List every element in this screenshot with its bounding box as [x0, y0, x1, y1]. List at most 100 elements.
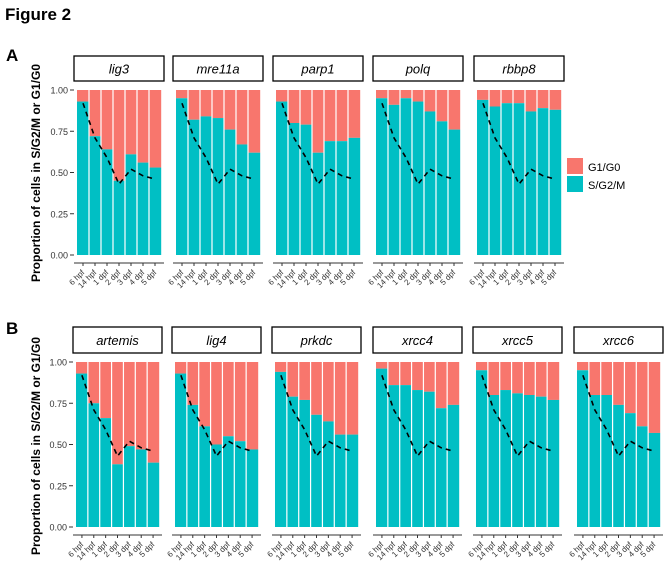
bar-sg2m — [424, 111, 437, 255]
facet-strip — [172, 55, 264, 82]
facet-strip — [171, 326, 262, 354]
bar-sg2m — [547, 399, 560, 527]
bar-g1g0 — [248, 90, 261, 153]
bar-g1g0 — [476, 362, 489, 371]
bar-g1g0 — [424, 90, 437, 112]
bar-g1g0 — [577, 362, 590, 371]
bar-g1g0 — [175, 362, 188, 374]
bar-g1g0 — [76, 362, 89, 374]
bar-sg2m — [288, 123, 301, 255]
bar-sg2m — [322, 421, 335, 527]
bar-sg2m — [501, 103, 514, 255]
bar-g1g0 — [336, 90, 349, 142]
bar-sg2m — [588, 395, 601, 527]
bar-sg2m — [198, 426, 211, 527]
y-tick-label: 0.50 — [50, 168, 68, 178]
bar-g1g0 — [535, 362, 548, 397]
bar-g1g0 — [447, 362, 460, 405]
y-tick-label: 1.00 — [49, 358, 67, 368]
bar-g1g0 — [423, 362, 436, 392]
bar-g1g0 — [588, 362, 601, 395]
bar-g1g0 — [149, 90, 162, 168]
panel-label-a: A — [6, 46, 18, 65]
bar-sg2m — [99, 418, 112, 527]
bar-g1g0 — [388, 90, 401, 105]
bar-g1g0 — [224, 90, 237, 130]
bar-g1g0 — [376, 362, 389, 369]
facet-title: polq — [405, 62, 431, 77]
bar-sg2m — [447, 404, 460, 527]
bar-g1g0 — [135, 362, 148, 450]
bar-sg2m — [113, 180, 126, 255]
bar-sg2m — [298, 399, 311, 527]
bar-g1g0 — [147, 362, 160, 463]
bar-sg2m — [188, 119, 201, 255]
bar-g1g0 — [334, 362, 347, 435]
bar-g1g0 — [137, 90, 150, 163]
bar-sg2m — [123, 446, 136, 527]
bar-g1g0 — [186, 362, 199, 405]
facet-strip — [472, 326, 563, 354]
facet-title: parp1 — [300, 62, 334, 77]
y-tick-label: 0.75 — [50, 127, 68, 137]
y-tick-label: 0.75 — [49, 399, 67, 409]
y-tick-label: 1.00 — [50, 86, 68, 96]
facet-strip — [372, 326, 463, 354]
bar-g1g0 — [346, 362, 359, 435]
facet-strip — [372, 55, 464, 82]
bar-sg2m — [387, 385, 400, 527]
bar-g1g0 — [300, 90, 313, 125]
bar-g1g0 — [412, 90, 425, 102]
bar-g1g0 — [324, 90, 337, 142]
facet-title: xrcc4 — [401, 333, 433, 348]
bar-g1g0 — [286, 362, 299, 397]
bar-g1g0 — [89, 90, 102, 137]
bar-sg2m — [324, 141, 337, 255]
bar-sg2m — [101, 149, 114, 255]
bar-sg2m — [334, 434, 347, 527]
bar-sg2m — [499, 390, 512, 527]
reference-line — [81, 374, 154, 458]
bar-sg2m — [436, 121, 449, 255]
bar-sg2m — [175, 373, 188, 527]
bar-sg2m — [399, 385, 412, 527]
legend-label-sg2m: S/G2/M — [588, 180, 625, 192]
bar-sg2m — [310, 414, 323, 527]
y-tick-label: 0.50 — [49, 440, 67, 450]
facet-title: rbbp8 — [502, 62, 536, 77]
bar-sg2m — [346, 434, 359, 527]
bar-sg2m — [525, 111, 538, 255]
bar-sg2m — [222, 436, 235, 527]
bar-sg2m — [489, 106, 502, 255]
bar-g1g0 — [236, 90, 249, 145]
bar-sg2m — [423, 391, 436, 527]
bar-sg2m — [125, 154, 138, 255]
bar-sg2m — [210, 444, 223, 527]
legend: G1/G0 S/G2/M — [567, 158, 625, 192]
bar-sg2m — [400, 98, 413, 255]
bar-sg2m — [388, 104, 401, 255]
bar-sg2m — [87, 403, 100, 527]
bar-g1g0 — [212, 90, 225, 119]
bar-sg2m — [224, 129, 237, 255]
legend-swatch-sg2m — [567, 176, 583, 192]
bar-g1g0 — [348, 90, 361, 138]
bar-g1g0 — [624, 362, 637, 414]
bar-g1g0 — [511, 362, 524, 394]
bar-sg2m — [535, 396, 548, 527]
bar-g1g0 — [399, 362, 412, 386]
bar-sg2m — [487, 395, 500, 527]
facet-strip — [473, 55, 565, 82]
bar-sg2m — [348, 137, 361, 255]
bar-g1g0 — [448, 90, 461, 130]
reference-line — [582, 374, 655, 458]
bar-g1g0 — [435, 362, 448, 409]
bar-g1g0 — [198, 362, 211, 427]
bar-sg2m — [549, 109, 562, 255]
y-axis-label-b: Proportion of cells in S/G2/M or G1/G0 — [29, 337, 43, 555]
bar-g1g0 — [549, 90, 562, 110]
legend-swatch-g1g0 — [567, 158, 583, 174]
bar-sg2m — [276, 101, 289, 255]
facet-title: lig4 — [206, 333, 226, 348]
